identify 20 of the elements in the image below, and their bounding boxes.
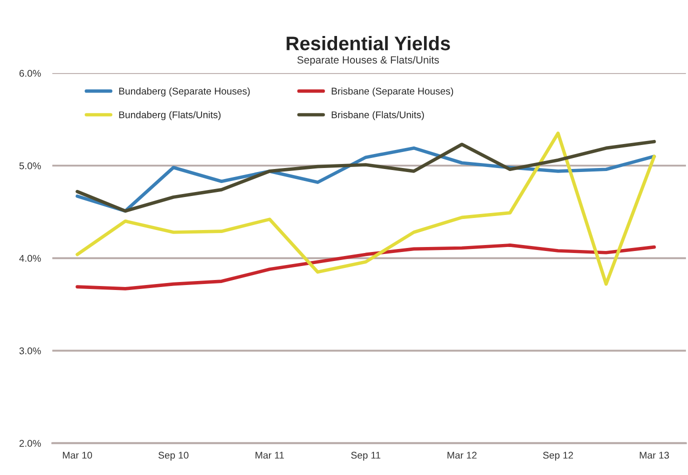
x-tick-label: Sep 11: [351, 452, 380, 461]
legend-label: Brisbane (Flats/Units): [332, 111, 424, 120]
x-tick-label: Sep 12: [543, 452, 573, 461]
x-tick-label: Mar 13: [640, 452, 669, 459]
y-tick-label: 2.0%: [20, 440, 41, 447]
x-tick-label: Mar 11: [256, 452, 284, 459]
x-tick-label: Mar 12: [448, 452, 477, 459]
line-series: [76, 132, 656, 286]
legend-label: Bundaberg (Separate Houses): [119, 87, 250, 97]
y-tick-label: 5.0%: [19, 162, 41, 170]
y-tick-label: 3.0%: [19, 347, 41, 354]
legend-label: Brisbane (Separate Houses): [332, 87, 454, 97]
chart-title: Residential Yields: [286, 36, 450, 50]
chart-subtitle: Separate Houses & Flats/Units: [297, 56, 439, 66]
legend-label: Bundaberg (Flats/Units): [119, 111, 221, 120]
y-tick-label: 4.0%: [19, 254, 41, 262]
line-series: [76, 244, 656, 290]
x-tick-label: Sep 10: [158, 452, 188, 461]
x-tick-label: Mar 10: [62, 452, 92, 459]
y-tick-label: 6.0%: [20, 70, 41, 77]
